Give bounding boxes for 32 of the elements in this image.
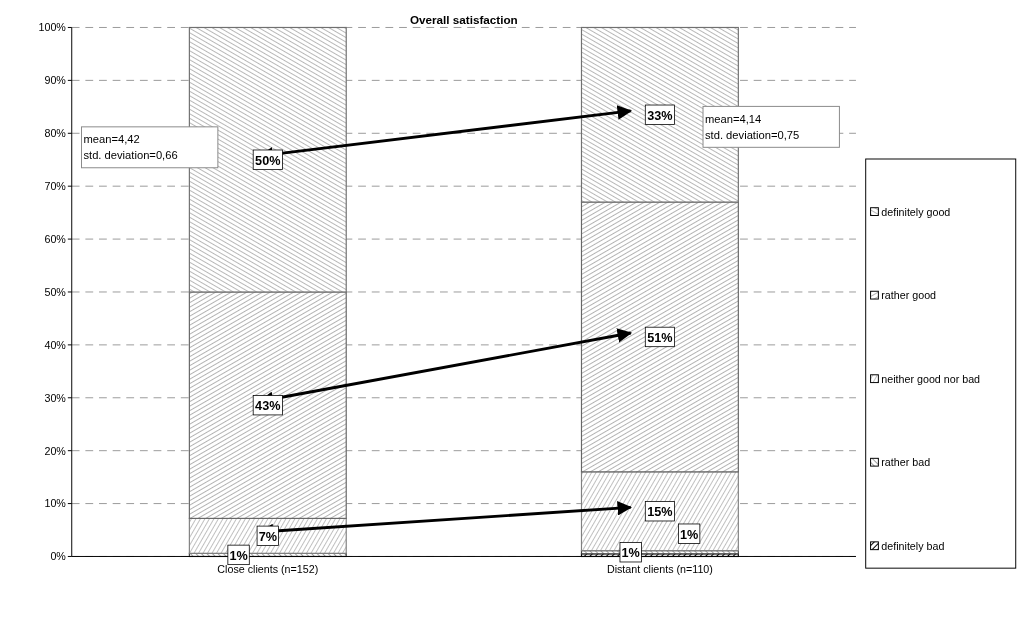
data-label: 1%	[679, 527, 699, 542]
data-label: 15%	[647, 505, 673, 520]
data-label: 7%	[258, 529, 277, 544]
y-tick-label: 40%	[44, 338, 67, 351]
y-tick-label: 60%	[44, 232, 67, 245]
chart-title: Overall satisfaction	[409, 12, 518, 26]
note-box: mean=4,42 std. deviation=0,66	[81, 126, 219, 169]
data-label: 50%	[255, 153, 281, 168]
annotation: mean=4,14 std. deviation=0,75	[704, 112, 800, 141]
y-tick-label: 30%	[44, 391, 67, 404]
note-box: mean=4,14 std. deviation=0,75	[702, 105, 840, 148]
data-label: 1%	[229, 548, 248, 563]
y-tick-label: 90%	[44, 74, 67, 87]
data-label: 33%	[647, 108, 673, 123]
annotation: mean=4,42 std. deviation=0,66	[83, 133, 178, 161]
x-tick-label: Distant clients (n=110)	[606, 563, 713, 576]
data-label: 51%	[647, 330, 673, 345]
x-tick-label: Close clients (n=152)	[217, 563, 319, 576]
y-tick-label: 0%	[50, 550, 67, 563]
legend-label: rather good	[881, 289, 937, 302]
y-tick-label: 80%	[44, 127, 67, 140]
y-tick-label: 10%	[44, 497, 67, 510]
legend-label: definitely good	[881, 205, 951, 218]
y-tick-label: 20%	[44, 444, 67, 457]
y-tick-label: 50%	[44, 285, 67, 298]
y-tick-label: 70%	[44, 180, 67, 193]
legend-label: rather bad	[881, 456, 931, 469]
legend-label: definitely bad	[881, 539, 945, 552]
data-label: 1%	[621, 546, 640, 561]
y-tick-label: 100%	[38, 21, 67, 34]
legend-label: neither good nor bad	[881, 372, 981, 385]
data-label: 43%	[255, 399, 281, 414]
